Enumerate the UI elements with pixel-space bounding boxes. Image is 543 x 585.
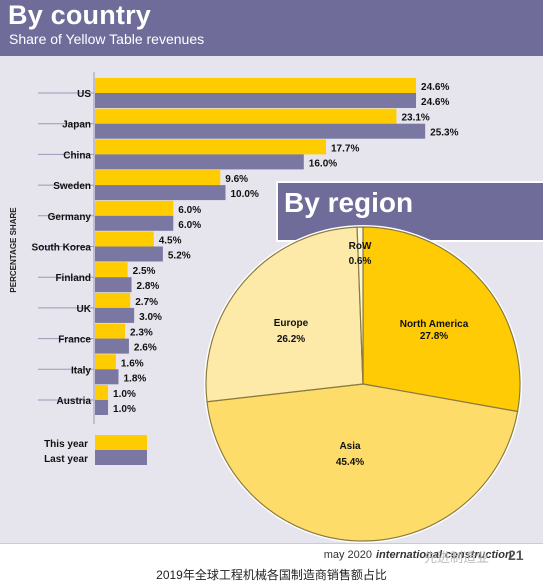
bar-label-last-year-italy: 1.8% <box>123 373 146 384</box>
pie-slice-row <box>356 226 364 385</box>
bar-this-year-france <box>95 323 126 339</box>
bar-this-year-germany <box>95 200 174 216</box>
bar-label-last-year-france: 2.6% <box>134 343 157 354</box>
bar-label-this-year-france: 2.3% <box>130 328 153 339</box>
bar-last-year-germany <box>95 215 174 231</box>
header-banner: By country Share of Yellow Table revenue… <box>0 0 543 56</box>
pie-slice-north-america <box>362 226 521 413</box>
issue-date: may 2020 <box>323 549 372 561</box>
category-label-sweden: Sweden <box>53 181 91 192</box>
pie-label-row: RoW <box>349 241 372 252</box>
watermark-text: 先进制造业 <box>424 550 490 565</box>
bar-this-year-south-korea <box>95 231 154 247</box>
category-label-south-korea: South Korea <box>32 243 92 254</box>
category-label-france: France <box>58 335 91 346</box>
bar-label-this-year-finland: 2.5% <box>133 266 156 277</box>
magazine-name: international construction <box>376 549 512 561</box>
bar-last-year-france <box>95 338 129 354</box>
image-caption: 2019年全球工程机械各国制造商销售额占比 <box>156 568 387 582</box>
pie-slice-europe <box>205 226 364 403</box>
charts-svg: PERCENTAGE SHARE US 24.6% 24.6% Japan 23.1%25… <box>9 72 543 543</box>
bar-label-this-year-uk: 2.7% <box>135 297 158 308</box>
category-label-finland: Finland <box>55 273 91 284</box>
pie-label-asia: Asia <box>339 441 361 452</box>
category-label-china: China <box>63 150 91 161</box>
category-label-germany: Germany <box>48 212 92 223</box>
bar-label-this-year-austria: 1.0% <box>113 389 136 400</box>
bar-label-last-year-uk: 3.0% <box>139 312 162 323</box>
bar-this-year-sweden <box>95 170 221 186</box>
footer-divider <box>0 543 543 544</box>
legend-label-this-year: This year <box>44 439 88 450</box>
page-number: 21 <box>508 547 524 563</box>
bar-label-last-year-germany: 6.0% <box>178 220 201 231</box>
bar-last-year-italy <box>95 369 119 385</box>
pie-label-europe: Europe <box>274 318 309 329</box>
bar-label-this-year-us: 24.6% <box>421 82 449 93</box>
category-label-us: US <box>77 89 91 100</box>
legend-swatch-this-year <box>95 435 147 450</box>
bar-this-year-japan <box>95 108 397 124</box>
legend-label-last-year: Last year <box>44 454 88 465</box>
bar-label-last-year-us: 24.6% <box>421 97 449 108</box>
y-axis-label: PERCENTAGE SHARE <box>9 207 18 293</box>
bar-last-year-us <box>95 93 417 108</box>
bar-label-this-year-china: 17.7% <box>331 143 359 154</box>
bar-last-year-south-korea <box>95 246 163 262</box>
category-label-austria: Austria <box>57 396 92 407</box>
bar-label-this-year-italy: 1.6% <box>121 358 144 369</box>
pie-value-asia: 45.4% <box>336 457 364 468</box>
page-subtitle: Share of Yellow Table revenues <box>9 31 205 47</box>
page-title: By country <box>8 0 152 30</box>
pie-value-europe: 26.2% <box>277 334 305 345</box>
pie-label-north-america: North America <box>400 319 469 330</box>
bar-label-last-year-south-korea: 5.2% <box>168 251 191 262</box>
page-footer: may 2020 international construction 21 <box>0 543 543 567</box>
bar-label-this-year-japan: 23.1% <box>401 113 429 124</box>
bar-label-this-year-germany: 6.0% <box>178 205 201 216</box>
bar-last-year-austria <box>95 400 109 415</box>
bar-last-year-finland <box>95 277 132 293</box>
bar-this-year-uk <box>95 292 131 308</box>
bar-this-year-italy <box>95 354 116 370</box>
bar-label-last-year-austria: 1.0% <box>113 404 136 415</box>
bar-this-year-china <box>95 139 326 155</box>
bar-this-year-finland <box>95 262 128 278</box>
pie-value-row: 0.6% <box>349 256 372 267</box>
category-label-japan: Japan <box>62 120 91 131</box>
bar-last-year-japan <box>95 123 426 139</box>
bar-label-last-year-china: 16.0% <box>309 158 337 169</box>
bar-label-last-year-sweden: 10.0% <box>231 189 259 200</box>
bar-label-this-year-sweden: 9.6% <box>225 174 248 185</box>
pie-value-north-america: 27.8% <box>420 331 448 342</box>
region-title: By region <box>284 187 413 218</box>
bar-last-year-china <box>95 154 304 170</box>
bar-label-last-year-japan: 25.3% <box>430 128 458 139</box>
bar-last-year-sweden <box>95 185 226 201</box>
category-label-uk: UK <box>77 304 92 315</box>
bar-last-year-uk <box>95 307 135 323</box>
bar-label-this-year-south-korea: 4.5% <box>159 236 182 247</box>
legend-swatch-last-year <box>95 450 147 465</box>
category-label-italy: Italy <box>71 365 91 376</box>
bar-label-last-year-finland: 2.8% <box>137 281 160 292</box>
pie-slice-asia <box>206 383 519 542</box>
bar-this-year-austria <box>95 385 109 400</box>
bar-this-year-us <box>95 78 417 93</box>
